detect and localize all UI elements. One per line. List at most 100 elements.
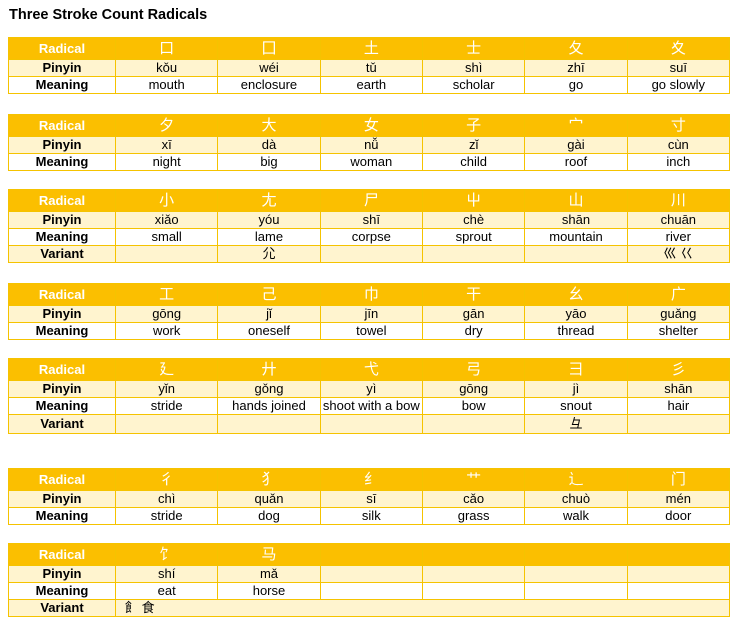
radical-cell: 小 [114,189,219,212]
meaning-cell: thread [524,322,628,340]
variant-row: Variant 飠 食 [8,599,730,617]
meaning-cell [626,582,731,600]
pinyin-cell: xī [114,136,219,154]
pinyin-cell: nǚ [319,136,423,154]
row-label-pinyin: Pinyin [8,490,116,508]
radical-cell: 饣 [114,543,219,566]
meaning-cell: night [114,153,219,171]
variant-cell: 巛 巜 [626,245,731,263]
pinyin-cell: jīn [319,305,423,323]
pinyin-cell: shān [626,380,731,398]
meaning-cell: sprout [421,228,526,246]
pinyin-cell: guǎng [626,305,731,323]
row-label-radical: Radical [8,543,116,566]
radical-row: Radical 工 己 巾 干 幺 广 [8,283,731,306]
variant-cell [319,245,423,263]
pinyin-row: Pinyin xiǎo yóu shī chè shān chuān [8,211,731,229]
radical-cell: 彡 [626,358,731,381]
pinyin-cell: zhī [524,59,628,77]
radical-cell: 口 [114,37,219,60]
radical-row: Radical 彳 犭 纟 艹 辶 门 [8,468,731,491]
meaning-row: Meaning work oneself towel dry thread sh… [8,322,731,340]
row-label-meaning: Meaning [8,397,116,415]
meaning-cell: enclosure [217,76,321,94]
pinyin-cell: chuān [626,211,731,229]
radical-table-7: Radical 饣 马 Pinyin shí mǎ Meaning eat ho… [8,543,731,617]
pinyin-cell: jǐ [217,305,321,323]
radical-cell: 幺 [524,283,628,306]
radical-cell: 尸 [319,189,423,212]
meaning-cell: snout [524,397,628,415]
meaning-cell: shoot with a bow [319,397,423,415]
radical-cell: 囗 [217,37,321,60]
pinyin-row: Pinyin gōng jǐ jīn gān yāo guǎng [8,305,731,323]
radical-cell: 犭 [217,468,321,491]
meaning-cell: lame [217,228,321,246]
pinyin-cell: mén [626,490,731,508]
meaning-cell: grass [421,507,526,525]
meaning-cell [319,582,423,600]
radical-cell: 寸 [626,114,731,137]
variant-cell [421,414,526,434]
radical-cell: 夊 [626,37,731,60]
radical-cell: 彐 [524,358,628,381]
pinyin-cell: dà [217,136,321,154]
pinyin-row: Pinyin shí mǎ [8,565,731,583]
meaning-cell: walk [524,507,628,525]
radical-cell: 广 [626,283,731,306]
radical-cell: 工 [114,283,219,306]
meaning-cell: bow [421,397,526,415]
radical-cell: 士 [421,37,526,60]
meaning-cell: stride [114,507,219,525]
meaning-cell: hands joined [217,397,321,415]
meaning-row: Meaning stride hands joined shoot with a… [8,397,731,415]
pinyin-cell: xiǎo [114,211,219,229]
meaning-cell: woman [319,153,423,171]
pinyin-cell: cǎo [421,490,526,508]
radical-cell: 马 [217,543,321,566]
variant-cell: 尣 [217,245,321,263]
radical-cell: 辶 [524,468,628,491]
pinyin-cell: sī [319,490,423,508]
row-label-variant: Variant [8,599,116,617]
variant-cell: 飠 食 [115,599,730,617]
meaning-cell: door [626,507,731,525]
meaning-cell: towel [319,322,423,340]
pinyin-row: Pinyin yǐn gǒng yì gōng jì shān [8,380,731,398]
radical-row: Radical 夕 大 女 子 宀 寸 [8,114,731,137]
radical-row: Radical 小 尢 尸 屮 山 川 [8,189,731,212]
radical-table-2: Radical 夕 大 女 子 宀 寸 Pinyin xī dà nǚ zǐ g… [8,114,731,171]
pinyin-cell: yāo [524,305,628,323]
radical-cell: 弓 [421,358,526,381]
meaning-cell: go slowly [626,76,731,94]
meaning-cell: hair [626,397,731,415]
radical-cell: 艹 [421,468,526,491]
meaning-cell [524,582,628,600]
row-label-radical: Radical [8,468,116,491]
pinyin-cell: gǒng [217,380,321,398]
radical-cell: 彳 [114,468,219,491]
variant-cell [114,414,219,434]
row-label-meaning: Meaning [8,76,116,94]
pinyin-cell: yǐn [114,380,219,398]
radical-table-5: Radical 廴 廾 弋 弓 彐 彡 Pinyin yǐn gǒng yì g… [8,358,731,434]
pinyin-row: Pinyin kǒu wéi tǔ shì zhī suī [8,59,731,77]
row-label-variant: Variant [8,414,116,434]
page-title: Three Stroke Count Radicals [9,7,208,23]
meaning-cell: mouth [114,76,219,94]
radical-cell: 夕 [114,114,219,137]
pinyin-cell: chuò [524,490,628,508]
pinyin-cell: yì [319,380,423,398]
meaning-cell: eat [114,582,219,600]
meaning-cell: small [114,228,219,246]
radical-table-6: Radical 彳 犭 纟 艹 辶 门 Pinyin chì quǎn sī c… [8,468,731,525]
row-label-meaning: Meaning [8,582,116,600]
pinyin-cell: gōng [421,380,526,398]
pinyin-cell: gān [421,305,526,323]
pinyin-cell: jì [524,380,628,398]
radical-cell [626,543,731,566]
meaning-cell: horse [217,582,321,600]
radical-cell: 夂 [524,37,628,60]
radical-cell: 干 [421,283,526,306]
meaning-cell: child [421,153,526,171]
